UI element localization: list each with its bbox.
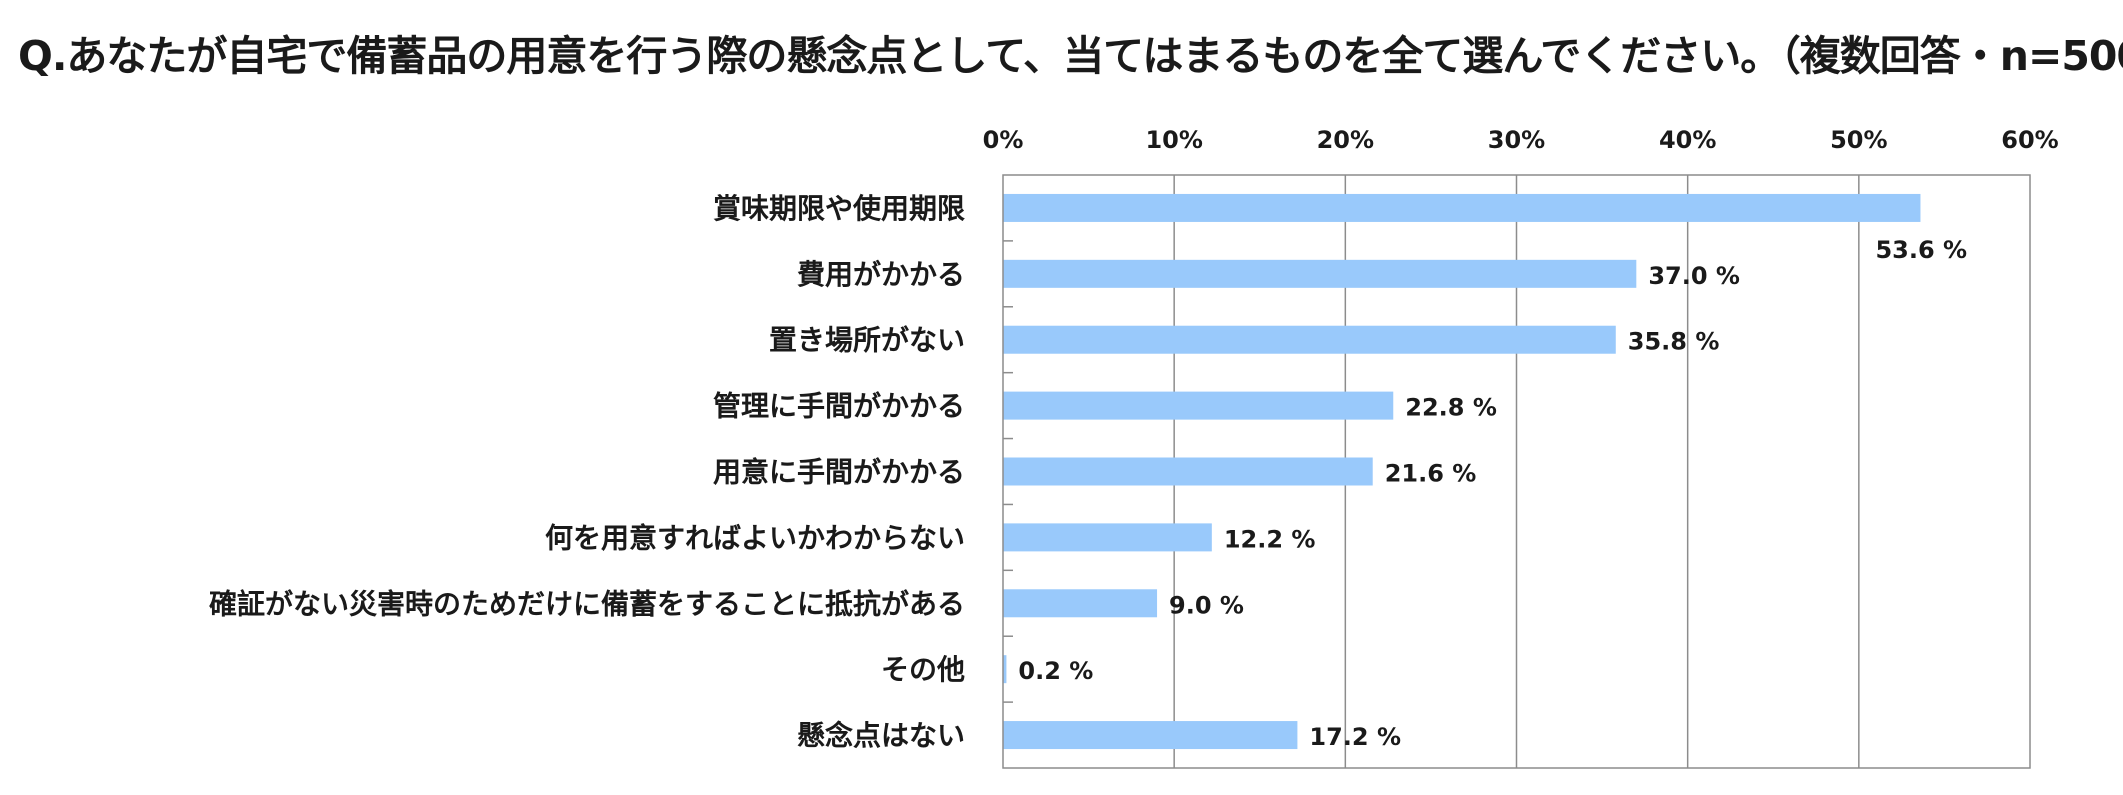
bar <box>1003 589 1158 618</box>
category-label: 賞味期限や使用期限 <box>713 192 965 225</box>
category-label: 管理に手間がかかる <box>713 390 965 423</box>
x-axis-ticks: 0% 10% 20% 30% 40% 50% 60% <box>983 126 2059 154</box>
x-tick-label: 10% <box>1145 126 1202 154</box>
bar <box>1003 655 1007 684</box>
plot-frame <box>1002 174 2031 769</box>
value-labels: 53.6 % 37.0 % 35.8 % 22.8 % 21.6 % 12.2 % 9.0 … <box>1018 236 1967 751</box>
x-tick-label: 40% <box>1659 126 1716 154</box>
bar <box>1003 193 1921 222</box>
x-tick-label: 0% <box>983 126 1024 154</box>
value-label: 53.6 % <box>1875 236 1967 264</box>
value-label: 12.2 % <box>1224 525 1316 553</box>
value-label: 9.0 % <box>1169 591 1244 619</box>
category-label: 用意に手間がかかる <box>713 456 965 489</box>
value-label: 35.8 % <box>1628 328 1720 356</box>
bar <box>1003 457 1373 486</box>
chart-title: Q.あなたが自宅で備蓄品の用意を行う際の懸念点として、当てはまるものを全て選んで… <box>18 32 2123 80</box>
x-tick-label: 50% <box>1830 126 1887 154</box>
category-label: 費用がかかる <box>797 258 965 291</box>
bar <box>1003 721 1298 750</box>
category-label: 確証がない災害時のためだけに備蓄をすることに抵抗がある <box>209 587 965 620</box>
value-label: 22.8 % <box>1405 394 1497 422</box>
bar <box>1003 259 1637 288</box>
bar <box>1003 391 1394 420</box>
value-label: 0.2 % <box>1018 657 1093 685</box>
value-label: 37.0 % <box>1648 262 1740 290</box>
value-label: 17.2 % <box>1309 723 1401 751</box>
x-tick-label: 20% <box>1317 126 1374 154</box>
category-labels: 賞味期限や使用期限費用がかかる置き場所がない管理に手間がかかる用意に手間がかかる… <box>209 192 965 752</box>
category-label: 何を用意すればよいかわからない <box>545 521 965 554</box>
bars <box>1003 193 1921 750</box>
plot-area-border <box>1002 174 2031 769</box>
x-tick-label: 60% <box>2001 126 2058 154</box>
x-tick-label: 30% <box>1488 126 1545 154</box>
value-label: 21.6 % <box>1385 460 1477 488</box>
category-label: 置き場所がない <box>769 324 965 357</box>
bar <box>1003 325 1616 354</box>
category-label: 懸念点はない <box>797 719 965 752</box>
category-label: その他 <box>881 653 965 686</box>
bar <box>1003 523 1212 552</box>
